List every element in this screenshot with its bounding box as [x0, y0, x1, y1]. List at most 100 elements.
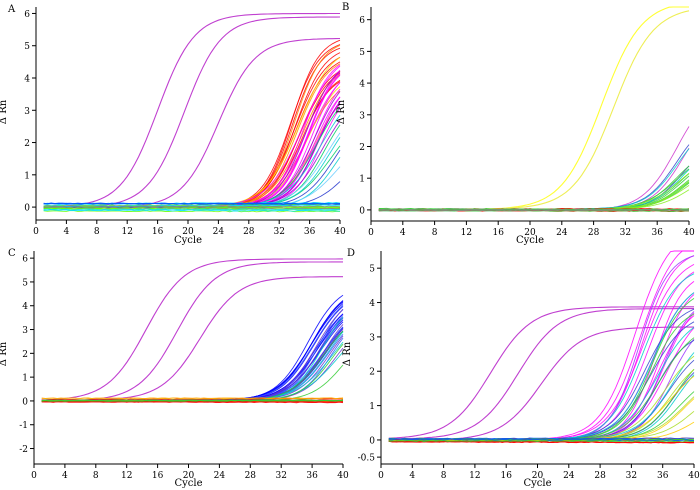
curve-c-7-1	[41, 343, 344, 402]
curve-b-4-1	[378, 148, 690, 210]
x-tick-label-c-36: 36	[306, 471, 318, 481]
x-axis-label-panel-d: Cycle	[523, 478, 551, 489]
x-tick-label-b-28: 28	[588, 228, 600, 238]
curves-panel-d	[388, 250, 695, 444]
y-tick-label-b-0: 0	[359, 206, 365, 216]
x-tick-label-c-12: 12	[121, 471, 132, 481]
curve-d-3-6	[388, 264, 695, 440]
curve-a-6-9	[43, 74, 341, 208]
x-tick-label-b-16: 16	[492, 228, 504, 238]
x-tick-label-d-28: 28	[594, 471, 606, 481]
y-axis-label-panel-d: Δ Rn	[342, 341, 353, 366]
panel-letter-a: A	[7, 4, 16, 15]
x-tick-label-c-40: 40	[337, 471, 349, 481]
y-tick-label-a-4: 4	[24, 75, 30, 85]
x-tick-label-d-32: 32	[626, 471, 637, 481]
x-tick-label-b-40: 40	[683, 228, 695, 238]
y-tick-label-c-0: -2	[19, 445, 28, 455]
curve-c-10-2	[41, 400, 344, 402]
x-tick-label-a-0: 0	[33, 227, 39, 237]
curve-d-3-9	[388, 250, 694, 441]
panel-letter-d: D	[347, 248, 355, 259]
x-tick-label-a-40: 40	[334, 227, 346, 237]
y-tick-label-b-1: 1	[359, 175, 365, 185]
x-tick-label-c-0: 0	[31, 471, 37, 481]
curve-d-10-4	[388, 440, 695, 444]
y-tick-label-c-8: 6	[22, 255, 28, 265]
curve-a-15-1	[43, 206, 341, 210]
y-axis-label-panel-c: Δ Rn	[0, 341, 9, 366]
x-tick-label-d-40: 40	[688, 471, 700, 481]
y-tick-label-b-5: 5	[359, 48, 365, 58]
y-tick-label-c-3: 1	[22, 374, 28, 384]
curve-b-0-0	[378, 6, 689, 211]
y-tick-label-a-5: 5	[24, 42, 30, 52]
x-tick-label-d-20: 20	[532, 471, 544, 481]
y-tick-label-b-6: 6	[359, 16, 365, 26]
curve-a-0-0	[43, 12, 340, 208]
curve-b-2-0	[378, 147, 690, 211]
x-tick-label-b-8: 8	[432, 228, 438, 238]
panel-letter-c: C	[8, 248, 16, 259]
y-tick-label-d-6: 5	[369, 265, 375, 275]
curve-a-14-2	[43, 202, 341, 206]
curve-c-3-1	[41, 326, 344, 402]
y-tick-label-c-5: 3	[22, 326, 28, 336]
x-tick-label-a-8: 8	[94, 227, 100, 237]
curve-d-6-4	[388, 273, 695, 442]
curve-d-3-4	[388, 281, 695, 441]
curve-b-5-4	[378, 173, 690, 211]
y-tick-label-d-4: 3	[369, 333, 375, 343]
x-tick-label-a-4: 4	[64, 227, 70, 237]
x-tick-label-d-4: 4	[409, 471, 415, 481]
curve-d-11-1	[388, 439, 694, 443]
curve-d-12-0	[388, 437, 695, 440]
curve-a-6-11	[43, 69, 341, 208]
curve-a-13-2	[43, 208, 341, 211]
y-tick-label-a-6: 6	[24, 10, 30, 20]
x-tick-label-c-24: 24	[214, 471, 226, 481]
curve-d-5-0	[388, 372, 695, 440]
curves-panel-a	[43, 12, 341, 213]
x-tick-label-b-36: 36	[651, 228, 663, 238]
x-tick-label-b-24: 24	[556, 228, 568, 238]
y-tick-label-c-1: -1	[19, 421, 28, 431]
x-tick-label-b-32: 32	[620, 228, 631, 238]
x-tick-label-c-4: 4	[62, 471, 68, 481]
y-axis-label-panel-a: Δ Rn	[0, 99, 9, 124]
x-tick-label-b-0: 0	[368, 228, 374, 238]
curve-b-4-0	[378, 169, 690, 211]
panel-letter-b: B	[342, 2, 349, 13]
y-tick-label-c-6: 4	[22, 302, 28, 312]
x-tick-label-a-20: 20	[182, 227, 194, 237]
curve-a-4-1	[43, 74, 341, 207]
x-axis-label-panel-c: Cycle	[174, 478, 202, 489]
x-tick-label-a-24: 24	[213, 227, 225, 237]
y-tick-label-d-3: 2	[369, 368, 375, 378]
curve-b-2-1	[378, 126, 690, 211]
y-axis-label-panel-b: Δ Rn	[336, 99, 347, 124]
curve-b-1-0	[378, 10, 690, 210]
curves-panel-c	[41, 258, 344, 404]
curves-panel-b	[378, 6, 690, 213]
x-tick-label-c-8: 8	[93, 471, 99, 481]
x-tick-label-d-8: 8	[441, 471, 447, 481]
y-tick-label-d-2: 1	[369, 402, 375, 412]
x-tick-label-d-24: 24	[563, 471, 575, 481]
x-tick-label-d-16: 16	[500, 471, 512, 481]
x-tick-label-a-28: 28	[243, 227, 255, 237]
x-tick-label-c-16: 16	[152, 471, 164, 481]
x-tick-label-a-12: 12	[121, 227, 132, 237]
y-tick-label-a-0: 0	[24, 204, 30, 214]
y-tick-label-b-4: 4	[359, 80, 365, 90]
x-tick-label-c-20: 20	[183, 471, 195, 481]
y-tick-label-a-3: 3	[24, 107, 30, 117]
y-tick-label-d-1: 0	[369, 436, 375, 446]
curve-a-6-3	[43, 96, 341, 208]
curve-b-9-1	[378, 208, 690, 211]
curve-b-3-1	[378, 144, 690, 210]
